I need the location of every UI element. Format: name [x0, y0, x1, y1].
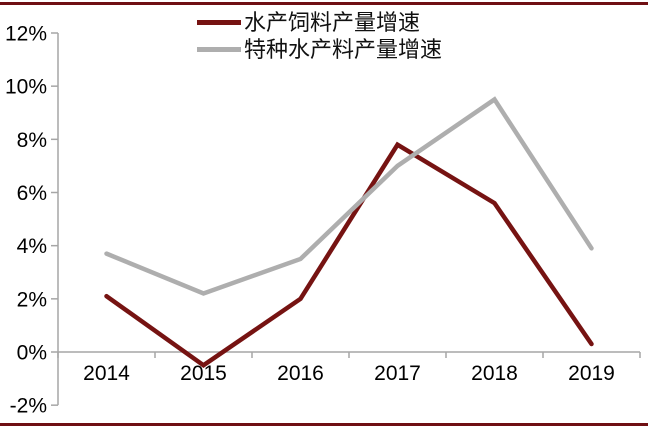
legend-line-sample-maroon — [197, 20, 241, 25]
x-axis-label: 2019 — [568, 362, 615, 385]
y-axis-label: 0% — [17, 342, 47, 365]
y-axis-label: 12% — [5, 23, 47, 46]
series-line-1 — [104, 96, 594, 296]
series-line-0 — [104, 141, 594, 369]
top-border-rule — [0, 2, 648, 5]
y-axis-label: -2% — [10, 395, 47, 418]
x-axis-label: 2017 — [374, 362, 421, 385]
x-axis-label: 2018 — [471, 362, 518, 385]
y-axis-label: 6% — [17, 182, 47, 205]
legend-line-sample-gray — [197, 47, 241, 52]
y-axis-label: 10% — [5, 76, 47, 99]
x-axis-label: 2014 — [83, 362, 130, 385]
legend-label-series-0: 水产饲料产量增速 — [244, 9, 421, 35]
bottom-border-rule — [0, 423, 648, 426]
x-axis-label: 2016 — [277, 362, 324, 385]
x-axis-label: 2015 — [180, 362, 227, 385]
y-axis-label: 8% — [17, 129, 47, 152]
legend-label-series-1: 特种水产料产量增速 — [244, 36, 443, 62]
legend-item-series-0: 水产饲料产量增速 — [197, 9, 442, 36]
y-axis-label: 4% — [17, 235, 47, 258]
y-axis-label: 2% — [17, 288, 47, 311]
chart-legend: 水产饲料产量增速 特种水产料产量增速 — [197, 9, 442, 63]
legend-item-series-1: 特种水产料产量增速 — [197, 36, 442, 63]
